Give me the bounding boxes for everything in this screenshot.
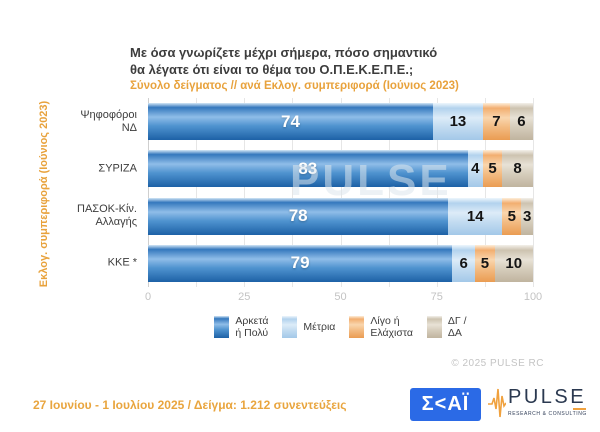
bar-segment-Λίγο ή Ελάχιστα: 7 <box>482 103 510 141</box>
pulse-waveform-icon <box>488 388 506 418</box>
category-label-line: ΣΥΡΙΖΑ <box>98 162 137 175</box>
x-axis-tick: 75 <box>430 291 443 303</box>
legend-item: Λίγο ή Ελάχιστα <box>349 315 413 339</box>
gridline <box>148 98 149 287</box>
bar-segment-Μέτρια: 6 <box>452 244 476 282</box>
legend-label-line: Αρκετά <box>235 315 269 327</box>
bar-segment-ΔΓ / ΔΑ: 8 <box>502 150 533 188</box>
bar-value-label: 6 <box>517 113 526 131</box>
gridline <box>292 98 294 287</box>
legend-label-line: ΔΑ <box>447 327 462 339</box>
category-label: ΠΑΣΟΚ-Κίν. Αλλαγής <box>20 203 137 229</box>
legend-swatch <box>426 316 442 338</box>
bar-value-label: 5 <box>507 207 516 225</box>
legend-item: Μέτρια <box>282 316 335 338</box>
bar-segment-ΔΓ / ΔΑ: 6 <box>509 103 533 141</box>
survey-info-text: 27 Ιουνίου - 1 Ιουλίου 2025 / Δείγμα: 1.… <box>33 398 347 412</box>
bar-value-label: 78 <box>288 206 308 226</box>
chart-subtitle: Σύνολο δείγματος // ανά Εκλογ. συμπεριφο… <box>130 80 459 92</box>
bar-value-label: 10 <box>505 254 523 272</box>
category-label: ΣΥΡΙΖΑ <box>20 162 137 175</box>
gridline <box>196 98 198 287</box>
pulse-logo-text: PULSE RESEARCH & CONSULTING <box>508 387 587 417</box>
category-label: Ψηφοφόροι ΝΔ <box>20 109 137 135</box>
table-row: 78 14 5 3 <box>148 197 533 235</box>
bar-segment-Αρκετά ή Πολύ: 74 <box>148 103 433 141</box>
legend-swatch <box>282 316 298 338</box>
chart-title: Με όσα γνωρίζετε μέχρι σήμερα, πόσο σημα… <box>130 44 437 78</box>
bar-value-label: 5 <box>488 160 497 178</box>
legend-label-line: Ελάχιστα <box>370 327 413 339</box>
bar-segment-ΔΓ / ΔΑ: 10 <box>494 244 533 282</box>
legend-label: Αρκετά ή Πολύ <box>235 315 268 339</box>
bar-segment-Μέτρια: 14 <box>448 197 503 235</box>
bar-value-label: 8 <box>513 160 522 178</box>
category-labels: Ψηφοφόροι ΝΔ ΣΥΡΙΖΑ ΠΑΣΟΚ-Κίν. Αλλαγής ΚΚΕ * <box>0 98 143 287</box>
bar-segment-ΔΓ / ΔΑ: 3 <box>521 197 533 235</box>
bar-value-label: 6 <box>459 254 468 272</box>
gridline <box>388 98 390 287</box>
legend-label-line: Μέτρια <box>303 321 336 333</box>
table-row: 74 13 7 6 <box>148 103 533 141</box>
category-label-line: ΝΔ <box>121 121 137 134</box>
bar-segment-Λίγο ή Ελάχιστα: 5 <box>475 244 495 282</box>
table-row: 79 6 5 10 <box>148 244 533 282</box>
x-axis-tick: 50 <box>334 291 347 303</box>
gridline <box>340 98 342 287</box>
bar-segment-Λίγο ή Ελάχιστα: 5 <box>502 197 522 235</box>
bar-value-label: 3 <box>523 207 532 225</box>
bar-value-label: 13 <box>449 113 467 131</box>
x-axis-tick: 0 <box>144 291 152 303</box>
chart-title-line1: Με όσα γνωρίζετε μέχρι σήμερα, πόσο σημα… <box>130 45 438 60</box>
bar-value-label: 79 <box>290 253 310 273</box>
bar-segment-Αρκετά ή Πολύ: 83 <box>148 150 468 188</box>
pulse-logo: PULSE RESEARCH & CONSULTING <box>488 384 587 420</box>
bar-value-label: 83 <box>298 158 318 178</box>
bar-segment-Λίγο ή Ελάχιστα: 5 <box>482 150 503 188</box>
skai-logo: Σ<ΑΪ <box>410 388 481 421</box>
copyright-text: © 2025 PULSE RC <box>451 358 544 369</box>
bar-segment-Αρκετά ή Πολύ: 79 <box>148 244 453 282</box>
gridline <box>244 98 246 287</box>
bar-value-label: 5 <box>480 254 490 272</box>
bar-segment-Αρκετά ή Πολύ: 78 <box>148 197 449 235</box>
gridline <box>533 98 534 287</box>
bar-value-label: 14 <box>466 207 484 225</box>
gridline <box>436 98 438 287</box>
legend-label-line: Λίγο ή <box>370 315 400 327</box>
legend-label-line: ή Πολύ <box>235 327 269 339</box>
pulse-logo-name: PULSE <box>508 386 587 408</box>
legend-label: Λίγο ή Ελάχιστα <box>370 315 413 339</box>
chart-legend: Αρκετά ή Πολύ Μέτρια Λίγο ή Ελάχιστα ΔΓ / ΔΑ <box>148 315 533 339</box>
legend-item: Αρκετά ή Πολύ <box>214 315 268 339</box>
bar-value-label: 4 <box>471 160 480 178</box>
legend-item: ΔΓ / ΔΑ <box>426 315 467 339</box>
bar-segment-Μέτρια: 13 <box>432 103 483 141</box>
bar-segment-Μέτρια: 4 <box>467 150 483 188</box>
pulse-logo-dash <box>572 408 586 410</box>
legend-swatch <box>349 316 365 338</box>
legend-label: ΔΓ / ΔΑ <box>448 315 467 339</box>
bar-value-label: 74 <box>280 111 300 131</box>
chart-title-line2: θα λέγατε ότι είναι το θέμα του Ο.Π.Ε.Κ.… <box>130 62 414 77</box>
legend-label-line: ΔΓ / <box>447 315 467 327</box>
category-label-line: ΠΑΣΟΚ-Κίν. <box>77 203 137 216</box>
x-axis-tick: 25 <box>238 291 251 303</box>
legend-swatch <box>214 316 230 338</box>
x-axis-tick: 100 <box>523 291 543 303</box>
category-label-line: Ψηφοφόροι <box>80 108 137 121</box>
gridline <box>484 98 486 287</box>
category-label-line: ΚΚΕ * <box>107 256 137 269</box>
bar-value-label: 7 <box>492 113 501 131</box>
pulse-logo-subtext: RESEARCH & CONSULTING <box>508 411 587 417</box>
table-row: 83 4 5 8 <box>148 150 533 188</box>
category-label-line: Αλλαγής <box>95 216 137 229</box>
category-label: ΚΚΕ * <box>20 257 137 270</box>
legend-label: Μέτρια <box>303 321 335 333</box>
plot-area: 74 13 7 6 83 4 5 8 78 14 5 3 79 6 5 10 0 25 50 75 100 <box>145 98 542 303</box>
